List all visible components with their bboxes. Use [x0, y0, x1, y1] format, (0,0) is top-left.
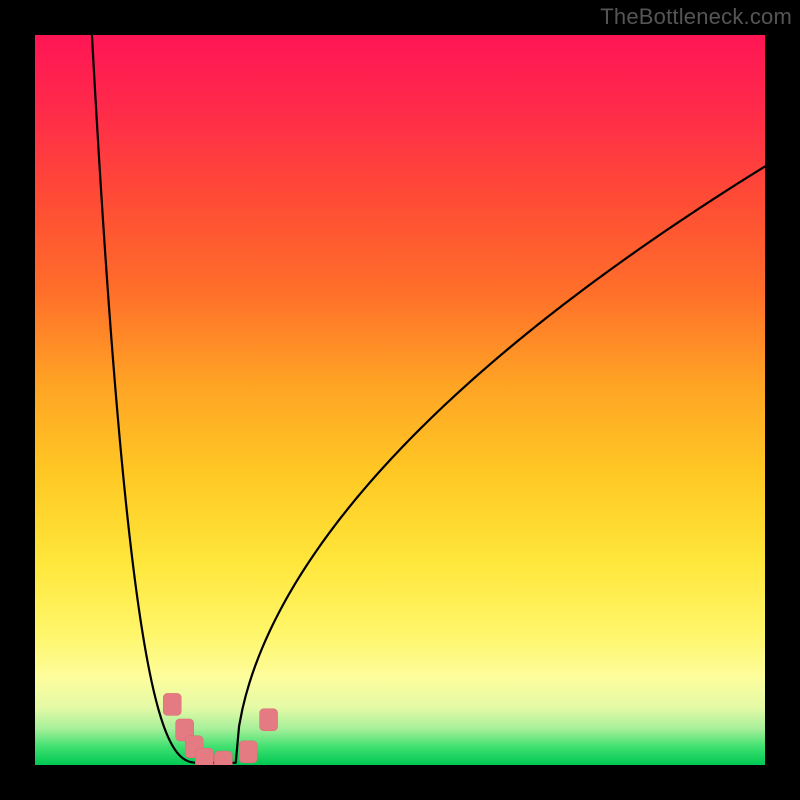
plot-svg: [35, 35, 765, 765]
curve-marker: [163, 693, 181, 715]
chart-container: TheBottleneck.com: [0, 0, 800, 800]
plot-area: [35, 35, 765, 765]
curve-marker: [239, 741, 257, 763]
curve-marker: [214, 751, 232, 765]
watermark-text: TheBottleneck.com: [600, 4, 792, 30]
curve-marker: [260, 709, 278, 731]
gradient-background: [35, 35, 765, 765]
curve-marker: [195, 748, 213, 765]
